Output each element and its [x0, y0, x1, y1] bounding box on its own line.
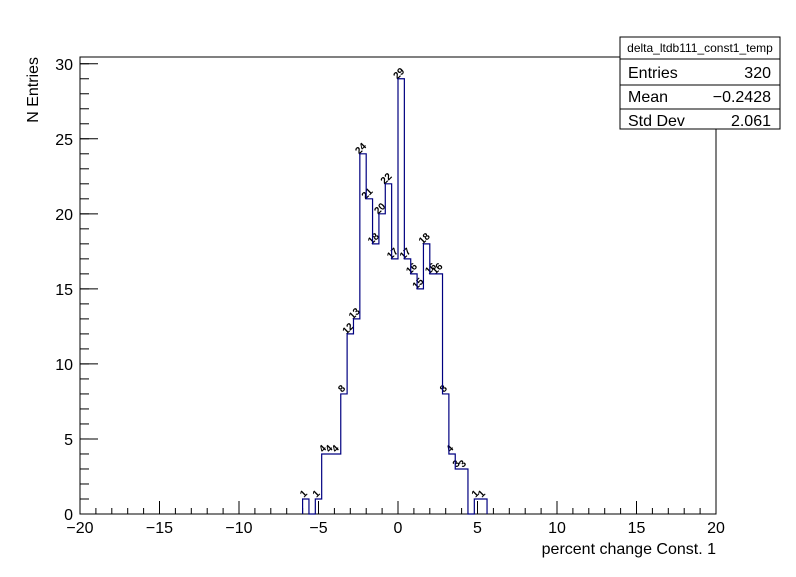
stats-name: Entries — [628, 65, 678, 82]
stats-value: −0.2428 — [713, 89, 771, 106]
y-tick-label: 15 — [55, 282, 73, 299]
stats-frame — [619, 36, 781, 130]
stats-value: 320 — [744, 65, 771, 82]
x-tick-label: 20 — [707, 520, 725, 537]
x-tick-label: −20 — [66, 520, 93, 537]
x-tick-label: 15 — [628, 520, 646, 537]
x-tick-label: 5 — [473, 520, 482, 537]
y-tick-label: 0 — [64, 507, 73, 524]
x-tick-label: 0 — [394, 520, 403, 537]
y-tick-label: 10 — [55, 357, 73, 374]
stats-value: 2.061 — [731, 113, 771, 130]
y-tick-label: 5 — [64, 432, 73, 449]
histogram-outline — [302, 78, 488, 515]
x-tick-label: −5 — [309, 520, 327, 537]
x-tick-label: 10 — [548, 520, 566, 537]
stats-name: Mean — [628, 89, 668, 106]
y-tick-label: 25 — [55, 132, 73, 149]
stats-title: delta_ltdb111_const1_temp — [627, 41, 773, 55]
x-tick-label: −10 — [225, 520, 252, 537]
x-tick-label: −15 — [146, 520, 173, 537]
y-tick-label: 20 — [55, 207, 73, 224]
y-tick-label: 30 — [55, 57, 73, 74]
x-axis-title: percent change Const. 1 — [542, 541, 716, 558]
stats-name: Std Dev — [628, 113, 685, 130]
stats-box: delta_ltdb111_const1_temp Entries 320 Mean… — [619, 36, 781, 130]
y-axis-title: N Entries — [25, 57, 42, 123]
